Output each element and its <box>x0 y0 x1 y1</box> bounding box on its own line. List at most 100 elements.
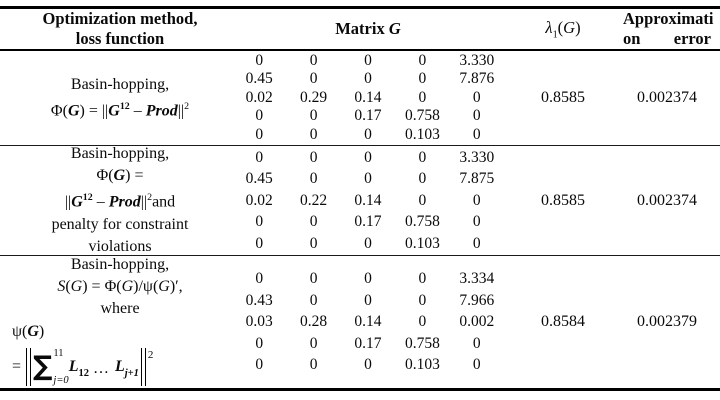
lambda-cell-3: 0.8584 <box>504 256 622 388</box>
matrix-cell: 0 <box>364 270 372 288</box>
error-value: 0.002379 <box>637 313 697 330</box>
matrix-cell: 3.330 <box>459 51 495 69</box>
method3-line1: Basin-hopping, <box>70 256 170 273</box>
matrix-cell: 0.28 <box>300 313 328 331</box>
matrix-cell: 0 <box>309 291 318 309</box>
matrix-cell: 0 <box>364 356 372 374</box>
norm-bars-token: || <box>177 102 185 120</box>
matrix-cell: 0 <box>472 234 481 252</box>
paren: ( <box>65 278 71 295</box>
matrix-cell: 0.43 <box>245 291 273 309</box>
error-cell-3: 0.002379 <box>622 256 712 388</box>
matrix-cell: 0.17 <box>354 107 382 125</box>
matrix-cell: 0 <box>309 213 318 231</box>
matrix-cell-2: 0 0 0 0 3.330 0.45 0 0 0 7.875 0.02 0.22 0.14 0 0 0 0 0.1… <box>232 146 504 255</box>
norm-bar-right <box>140 348 146 386</box>
method2-line3: ||G12 – Prod||2and <box>65 187 175 213</box>
header-matrix-column: Matrix G <box>232 9 504 49</box>
var-G: G <box>158 278 170 295</box>
matrix-cell: 0 <box>255 51 264 69</box>
header-method-column: Optimization method, loss function <box>8 9 232 49</box>
matrix-cell: 0 <box>364 70 372 88</box>
matrix-cell: 0 <box>472 356 481 374</box>
lambda-subscript: 1 <box>552 29 558 41</box>
matrix-cell: 0 <box>255 148 264 166</box>
method-cell-1: Basin-hopping, Φ(G) = ||G12 – Prod||2 <box>8 51 232 145</box>
method3-psi-line: ψ(G) <box>8 320 232 344</box>
exponent-2: 2 <box>147 192 153 204</box>
error-label-on: on <box>623 29 641 48</box>
lambda-symbol: λ <box>545 17 553 37</box>
error-value: 0.002374 <box>637 89 697 106</box>
exponent-2: 2 <box>147 349 154 361</box>
lambda-var-G: G <box>563 17 576 37</box>
method3-line3: where <box>100 300 140 317</box>
norm-bars-token: || <box>140 193 148 211</box>
matrix-cell: 0.758 <box>404 334 440 352</box>
matrix-cell: 0 <box>255 234 264 252</box>
method1-formula: Φ(G) = ||G12 – Prod||2 <box>51 96 189 122</box>
method2-line2: Φ(G) = <box>97 165 144 187</box>
matrix-cell: 0 <box>309 234 318 252</box>
sigma-symbol: ∑ <box>33 351 53 382</box>
sum-lower-limit: j=0 <box>53 375 69 386</box>
phi-token: ) = Φ( <box>82 278 122 295</box>
matrix-cell: 0 <box>309 51 318 69</box>
matrix-cell: 0 <box>255 356 264 374</box>
L-subscript-12: 12 <box>78 368 89 379</box>
matrix-cell: 0.29 <box>300 88 328 106</box>
var-G: G <box>71 193 83 211</box>
matrix-cell: 0 <box>364 291 372 309</box>
matrix-cell: 0 <box>418 70 427 88</box>
exponent-2: 2 <box>184 100 190 112</box>
error-label-line2: on error <box>623 29 711 49</box>
paren: ) <box>38 323 45 340</box>
matrix-cell: 0 <box>364 148 372 166</box>
method3-line2: S(G) = Φ(G)/ψ(G)′, <box>8 276 232 298</box>
norm-bar-left <box>26 348 32 386</box>
matrix-cell: 3.334 <box>459 270 495 288</box>
lambda-value: 0.8584 <box>541 313 585 330</box>
matrix-cell: 0.02 <box>245 88 273 106</box>
matrix-cell: 0 <box>364 234 372 252</box>
matrix-cell: 0 <box>418 51 427 69</box>
header-lambda-label: λ1(G) <box>545 18 580 40</box>
matrix-cell: 0 <box>255 107 264 125</box>
phi-token: Φ( <box>96 167 114 185</box>
var-S: S <box>57 278 66 295</box>
matrix-cell: 0 <box>418 291 427 309</box>
matrix-cell: 0.758 <box>404 213 440 231</box>
L-subscript-j1: j+1 <box>124 368 139 379</box>
matrix-cell: 0.03 <box>245 313 273 331</box>
header-error-column: Approximati on error <box>622 9 713 49</box>
matrix-cell: 0 <box>309 70 318 88</box>
psi-token: ψ( <box>12 323 28 340</box>
matrix-cell: 0.02 <box>245 191 273 209</box>
var-G: G <box>67 102 80 120</box>
paren: ( <box>557 17 564 37</box>
lambda-value: 0.8585 <box>541 191 585 209</box>
matrix-cell: 0 <box>418 170 427 188</box>
method-cell-3: Basin-hopping, S(G) = Φ(G)/ψ(G)′, where … <box>8 256 232 388</box>
error-cell-2: 0.002374 <box>622 146 712 255</box>
matrix-cell: 0 <box>418 270 427 288</box>
var-L: L <box>114 358 125 375</box>
matrix-cell: 0.22 <box>300 191 328 209</box>
table-row-3: Basin-hopping, S(G) = Φ(G)/ψ(G)′, where … <box>0 256 720 391</box>
matrix-cell: 3.330 <box>459 148 495 166</box>
ellipsis-token: … <box>92 360 111 377</box>
lambda-value: 0.8585 <box>541 89 585 106</box>
header-method-line2: loss function <box>75 29 165 48</box>
matrix-cell: 0 <box>309 270 318 288</box>
matrix-cell: 0 <box>255 213 264 231</box>
matrix-cell: 0.14 <box>354 88 382 106</box>
matrix-cell: 0 <box>364 51 372 69</box>
matrix-cell: 0 <box>255 125 264 143</box>
phi-token: Φ( <box>50 102 68 120</box>
matrix-cell-3: 0 0 0 0 3.334 0.43 0 0 0 7.966 0.03 0.28 0.14 0 0.002 0… <box>232 256 504 388</box>
matrix-cell: 0.103 <box>404 356 440 374</box>
exponent-12: 12 <box>119 100 130 112</box>
matrix-cell: 0.758 <box>404 107 440 125</box>
matrix-cell: 0 <box>472 125 481 143</box>
